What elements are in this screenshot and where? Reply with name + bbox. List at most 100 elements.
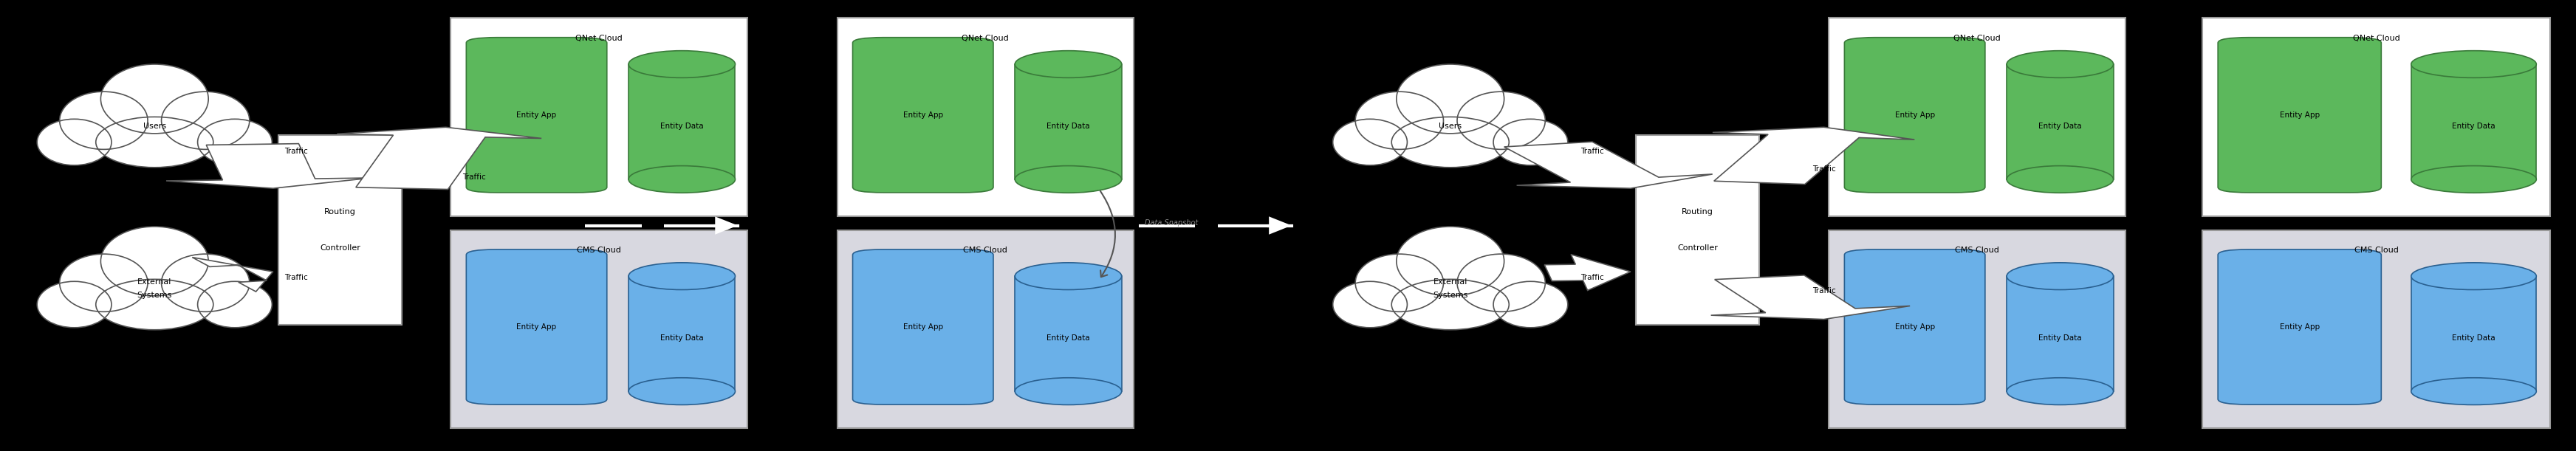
Bar [2007,276,2112,391]
Text: Entity Data: Entity Data [2038,123,2081,130]
Text: Entity Data: Entity Data [1046,335,1090,342]
Bar [2007,64,2112,179]
Text: Entity Data: Entity Data [2452,335,2496,342]
Ellipse shape [2411,378,2537,405]
Bar [2411,276,2537,391]
FancyBboxPatch shape [466,249,608,405]
Bar [2411,64,2537,179]
Polygon shape [1546,254,1631,290]
Text: Users: Users [144,123,165,130]
Ellipse shape [95,279,214,330]
Text: External: External [137,278,173,285]
Ellipse shape [1391,279,1510,330]
Text: Routing: Routing [325,208,355,216]
Text: Controller: Controller [319,244,361,252]
Bar [1015,276,1121,391]
Text: Routing: Routing [1682,208,1713,216]
Ellipse shape [59,92,147,149]
Text: Traffic: Traffic [1811,166,1837,173]
Ellipse shape [162,254,250,312]
Ellipse shape [36,281,111,327]
Ellipse shape [36,119,111,165]
Ellipse shape [2007,166,2112,193]
Bar [2202,18,2550,216]
Ellipse shape [198,119,273,165]
Text: Entity App: Entity App [904,323,943,331]
Ellipse shape [1396,64,1504,133]
Bar [1829,18,2125,216]
Bar [451,18,747,216]
Text: CMS Cloud: CMS Cloud [963,247,1007,254]
Text: Users: Users [1440,123,1461,130]
Ellipse shape [198,281,273,327]
Text: Traffic: Traffic [1811,287,1837,295]
Polygon shape [1504,142,1713,189]
Ellipse shape [629,51,734,78]
Text: QNet Cloud: QNet Cloud [574,35,623,42]
Ellipse shape [1391,117,1510,167]
Ellipse shape [100,64,209,133]
Text: Entity Data: Entity Data [2452,123,2496,130]
Ellipse shape [629,378,734,405]
Ellipse shape [1015,262,1121,290]
Ellipse shape [162,92,250,149]
Text: CMS Cloud: CMS Cloud [1955,247,1999,254]
Text: Controller: Controller [1677,244,1718,252]
Bar [1636,135,1759,325]
Text: QNet Cloud: QNet Cloud [1953,35,2002,42]
FancyBboxPatch shape [466,37,608,193]
Text: Systems: Systems [137,292,173,299]
Ellipse shape [1355,254,1443,312]
Ellipse shape [1332,281,1406,327]
Ellipse shape [1458,254,1546,312]
Text: Entity Data: Entity Data [659,335,703,342]
Text: CMS Cloud: CMS Cloud [577,247,621,254]
Ellipse shape [2411,166,2537,193]
Ellipse shape [59,254,147,312]
Ellipse shape [1355,92,1443,149]
Text: Traffic: Traffic [1579,274,1605,281]
Text: Entity App: Entity App [2280,323,2318,331]
Bar [451,230,747,428]
Text: Systems: Systems [1432,292,1468,299]
FancyBboxPatch shape [2218,37,2380,193]
Bar [1015,64,1121,179]
Text: Traffic: Traffic [461,173,487,181]
FancyBboxPatch shape [2218,249,2380,405]
FancyBboxPatch shape [1844,37,1986,193]
Bar [2202,230,2550,428]
Polygon shape [1270,216,1291,235]
Polygon shape [193,258,273,292]
Bar [837,18,1133,216]
Ellipse shape [2411,51,2537,78]
Polygon shape [1713,127,1914,184]
Text: Entity Data: Entity Data [1046,123,1090,130]
FancyBboxPatch shape [1844,249,1986,405]
Text: Traffic: Traffic [1579,147,1605,155]
Ellipse shape [629,262,734,290]
Ellipse shape [1015,378,1121,405]
Ellipse shape [2411,262,2537,290]
Text: Data Snapshot: Data Snapshot [1144,220,1198,227]
Text: CMS Cloud: CMS Cloud [2354,247,2398,254]
Bar [1829,230,2125,428]
Text: Entity App: Entity App [2280,111,2318,119]
Ellipse shape [1015,166,1121,193]
FancyBboxPatch shape [853,37,994,193]
Text: QNet Cloud: QNet Cloud [2352,35,2401,42]
Text: Entity App: Entity App [518,323,556,331]
Ellipse shape [2007,378,2112,405]
Bar [629,276,734,391]
Ellipse shape [1015,51,1121,78]
Ellipse shape [100,226,209,296]
Text: Entity Data: Entity Data [2038,335,2081,342]
Text: Entity Data: Entity Data [659,123,703,130]
Text: Traffic: Traffic [283,274,309,281]
Text: QNet Cloud: QNet Cloud [961,35,1010,42]
Text: External: External [1432,278,1468,285]
Ellipse shape [2007,51,2112,78]
Ellipse shape [1332,119,1406,165]
Polygon shape [1710,275,1909,319]
Ellipse shape [1396,226,1504,296]
Bar [278,135,402,325]
